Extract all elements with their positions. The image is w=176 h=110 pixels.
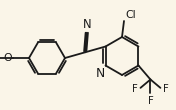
Text: N: N (83, 18, 91, 31)
Text: O: O (4, 53, 12, 63)
Text: N: N (95, 67, 105, 80)
Text: F: F (163, 84, 169, 94)
Text: Cl: Cl (125, 10, 136, 20)
Text: F: F (148, 95, 153, 105)
Text: F: F (132, 84, 138, 94)
